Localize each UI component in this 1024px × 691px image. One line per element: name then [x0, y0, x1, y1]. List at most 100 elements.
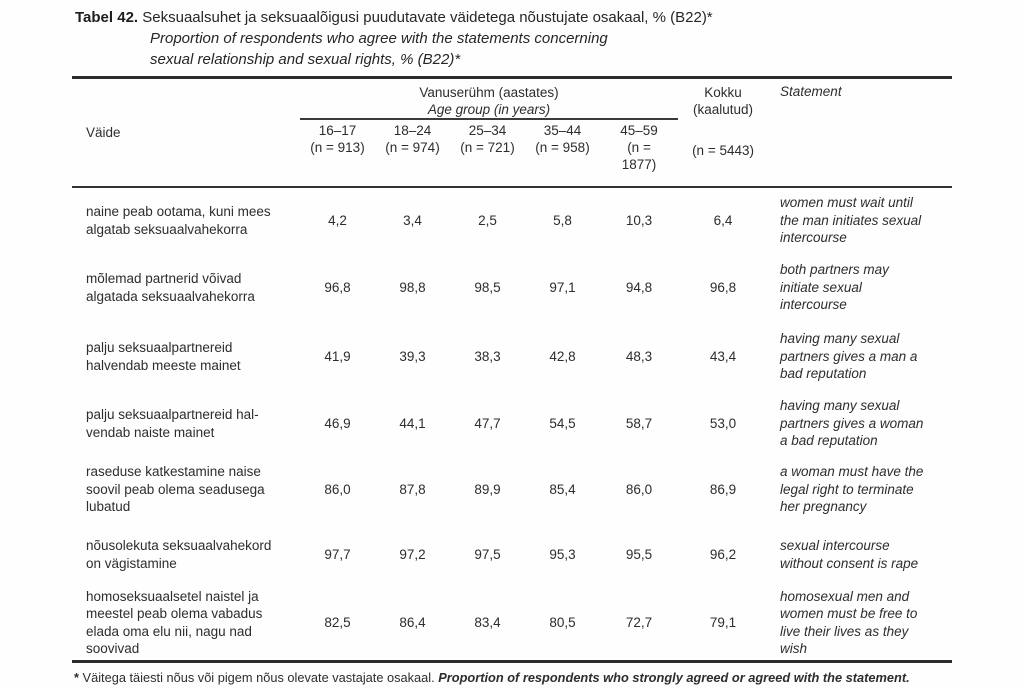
statement-cell-en: a woman must have the legal right to ter… — [780, 464, 924, 515]
column-header-vaide: Väide — [72, 77, 300, 188]
table-caption: Tabel 42. Seksuaalsuhet ja seksuaalõigus… — [0, 0, 1024, 70]
total-value-cell: 86,9 — [709, 481, 737, 497]
age-sample-size: (n = 974) — [385, 140, 440, 155]
total-value-cell: 43,4 — [709, 348, 737, 364]
data-table: Väide Vanuserühm (aastates) Age group (i… — [72, 76, 953, 663]
value-cell: 3,4 — [403, 212, 422, 228]
statement-cell-et: naine peab ootama, kuni mees algatab sek… — [86, 204, 271, 237]
value-cell: 97,7 — [324, 546, 351, 562]
value-cell: 38,3 — [474, 348, 501, 364]
footnote-marker: * — [74, 669, 79, 685]
data-table-wrapper: Väide Vanuserühm (aastates) Age group (i… — [72, 76, 953, 663]
age-range-label: 45–59 — [620, 123, 658, 138]
table-body: naine peab ootama, kuni mees algatab sek… — [72, 187, 952, 661]
age-sample-size: (n = 721) — [460, 140, 515, 155]
value-cell: 39,3 — [399, 348, 426, 364]
age-range-label: 18–24 — [393, 123, 432, 138]
column-header-kokku: Kokku (kaalutud) (n = 5443) — [678, 77, 769, 188]
value-cell: 97,1 — [549, 279, 576, 295]
value-cell: 42,8 — [549, 348, 576, 364]
statement-cell-et: palju seksuaalpartnereid halvendab meest… — [86, 340, 241, 373]
table-caption-line-et: Tabel 42. Seksuaalsuhet ja seksuaalõigus… — [75, 7, 1024, 28]
value-cell: 95,5 — [625, 546, 653, 562]
table-row: naine peab ootama, kuni mees algatab sek… — [72, 187, 952, 253]
agegroup-label-en: Age group (in years) — [427, 102, 551, 117]
age-column-header-35-44: 35–44 (n = 958) — [525, 119, 600, 188]
value-cell: 44,1 — [399, 415, 426, 431]
statement-cell-et: raseduse katkestamine naise soovil peab … — [86, 464, 265, 515]
value-cell: 86,0 — [324, 481, 351, 497]
age-column-header-18-24: 18–24 (n = 974) — [375, 119, 450, 188]
table-row: raseduse katkestamine naise soovil peab … — [72, 456, 952, 523]
table-row: nõusolekuta seksuaalvahekord on vägistam… — [72, 523, 952, 586]
value-cell: 86,4 — [399, 615, 426, 630]
total-value-cell: 6,4 — [713, 212, 733, 228]
age-sample-size: (n = 958) — [535, 140, 590, 155]
table-title-en-line2: sexual relationship and sexual rights, %… — [150, 51, 461, 68]
agegroup-label-et: Vanuserühm (aastates) — [419, 85, 559, 100]
value-cell: 87,8 — [399, 481, 426, 497]
value-cell: 47,7 — [474, 415, 501, 431]
value-cell: 86,0 — [625, 481, 653, 497]
value-cell: 10,3 — [625, 212, 653, 228]
value-cell: 95,3 — [549, 546, 576, 562]
statement-cell-et: mõlemad partnerid võivad algatada seksua… — [86, 271, 255, 304]
total-value-cell: 96,2 — [709, 546, 737, 562]
statement-cell-en: having many sexual partners gives a man … — [780, 331, 918, 382]
table-title-en-line1: Proportion of respondents who agree with… — [150, 30, 608, 47]
total-value-cell: 53,0 — [709, 415, 737, 431]
age-column-header-16-17: 16–17 (n = 913) — [300, 119, 375, 188]
age-column-header-25-34: 25–34 (n = 721) — [450, 119, 525, 188]
table-title-et: Seksuaalsuhet ja seksuaalõigusi puudutav… — [142, 9, 713, 26]
table-row: homoseksuaalsetel naistel ja meestel pea… — [72, 586, 952, 661]
table-row: palju seksuaalpartnereid halvendab meest… — [72, 322, 952, 391]
value-cell: 85,4 — [549, 481, 576, 497]
kokku-label-et: Kokku — [704, 85, 742, 100]
value-cell: 58,7 — [625, 415, 653, 431]
kokku-sample-size: (n = 5443) — [692, 143, 754, 158]
table-row: palju seksuaalpartnereid hal- vendab nai… — [72, 391, 952, 456]
table-number-label: Tabel 42. — [75, 9, 139, 26]
age-column-header-45-59: 45–59 (n = 1877) — [600, 119, 679, 188]
value-cell: 5,8 — [553, 212, 572, 228]
footnote-text-en: Proportion of respondents who strongly a… — [438, 669, 910, 685]
statement-cell-et: palju seksuaalpartnereid hal- vendab nai… — [86, 407, 259, 440]
table-header: Väide Vanuserühm (aastates) Age group (i… — [72, 77, 953, 188]
value-cell: 98,8 — [399, 279, 426, 295]
statement-cell-et: nõusolekuta seksuaalvahekord on vägistam… — [86, 538, 272, 571]
value-cell: 98,5 — [474, 279, 501, 295]
age-sample-size: (n = 913) — [310, 140, 365, 155]
total-value-cell: 79,1 — [709, 615, 737, 630]
value-cell: 41,9 — [324, 348, 351, 364]
age-range-label: 16–17 — [318, 123, 357, 138]
value-cell: 80,5 — [549, 615, 576, 630]
statement-cell-en: having many sexual partners gives a woma… — [780, 398, 924, 449]
value-cell: 2,5 — [478, 212, 497, 228]
column-header-agegroup: Vanuserühm (aastates) Age group (in year… — [300, 77, 679, 120]
table-row: mõlemad partnerid võivad algatada seksua… — [72, 253, 952, 322]
value-cell: 89,9 — [474, 481, 501, 497]
value-cell: 82,5 — [324, 615, 351, 630]
statement-cell-en: both partners may initiate sexual interc… — [780, 262, 889, 313]
statement-cell-en: sexual intercourse without consent is ra… — [780, 538, 919, 571]
value-cell: 46,9 — [324, 415, 351, 431]
column-header-statement: Statement — [768, 77, 953, 188]
value-cell: 54,5 — [549, 415, 576, 431]
statement-cell-et: homoseksuaalsetel naistel ja meestel pea… — [86, 588, 263, 657]
total-value-cell: 96,8 — [709, 279, 737, 295]
value-cell: 97,5 — [474, 546, 501, 562]
value-cell: 4,2 — [328, 212, 347, 228]
age-range-label: 35–44 — [543, 123, 582, 138]
value-cell: 94,8 — [625, 279, 653, 295]
value-cell: 97,2 — [399, 546, 426, 562]
age-sample-size: (n = 1877) — [621, 140, 657, 172]
table-footnote: * Väitega täiesti nõus või pigem nõus ol… — [74, 670, 1024, 686]
statement-cell-en: women must wait until the man initiates … — [780, 195, 922, 246]
value-cell: 83,4 — [474, 615, 501, 630]
age-range-label: 25–34 — [468, 123, 507, 138]
kokku-label-sub: (kaalutud) — [693, 102, 754, 117]
value-cell: 96,8 — [324, 279, 351, 295]
value-cell: 48,3 — [625, 348, 653, 364]
value-cell: 72,7 — [625, 615, 653, 630]
